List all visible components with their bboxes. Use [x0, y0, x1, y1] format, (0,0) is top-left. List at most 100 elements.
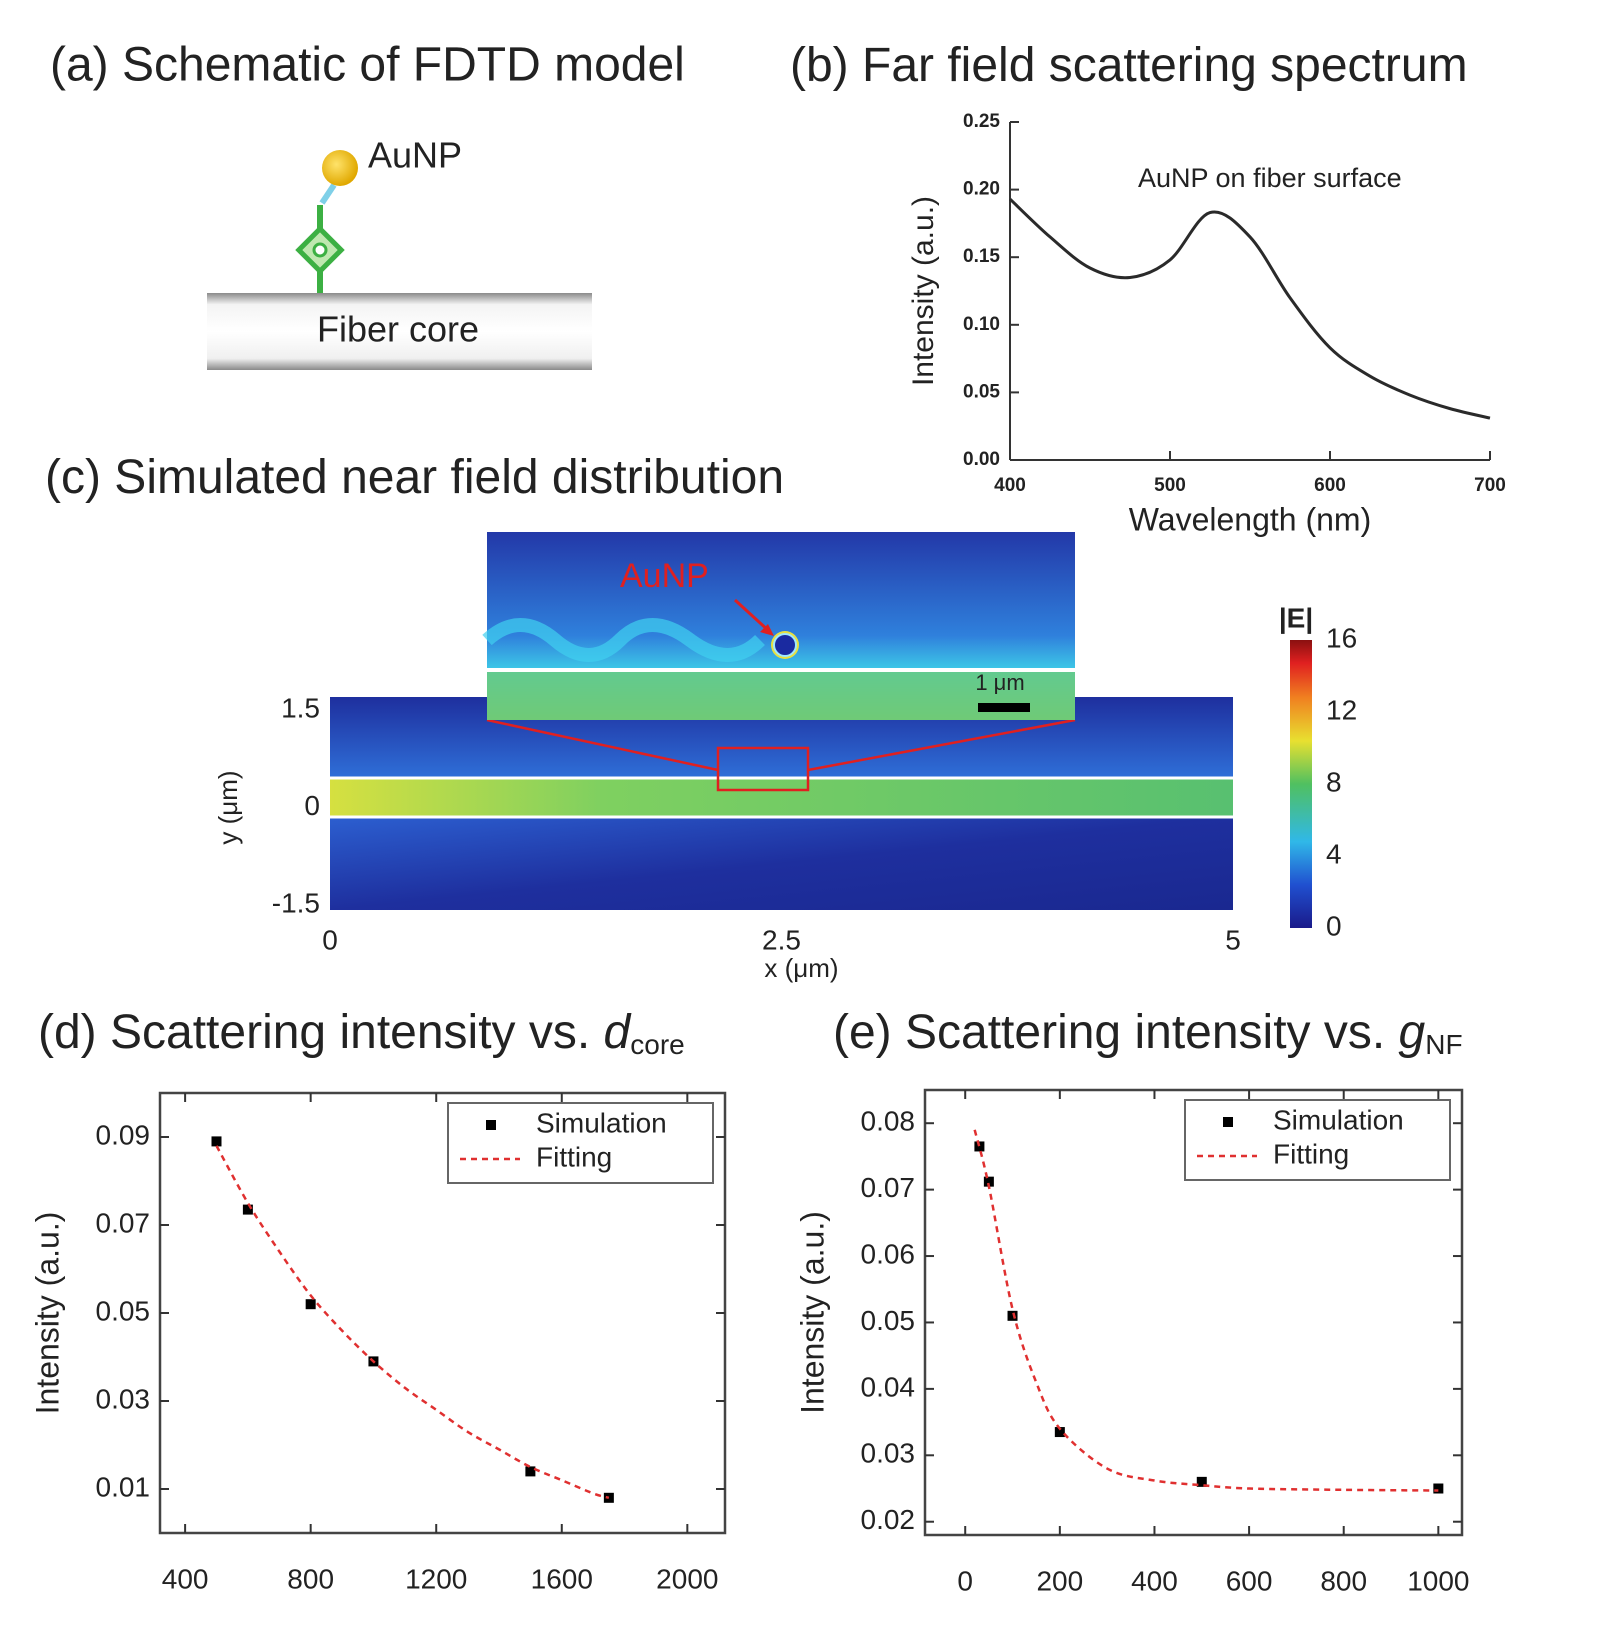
- wave: [482, 618, 765, 662]
- title-part: g: [1399, 1006, 1426, 1059]
- field-lower: [330, 817, 1233, 910]
- y-tick-label: -1.5: [272, 887, 320, 918]
- fit-line: [215, 1145, 610, 1500]
- x-tick-label: 600: [1226, 1565, 1273, 1596]
- marker: [525, 1466, 536, 1477]
- x-tick-label: 800: [287, 1563, 334, 1594]
- x-tick-label: 700: [1474, 475, 1506, 496]
- y-tick-label: 0.20: [963, 179, 1000, 200]
- panel-title: (e) Scattering intensity vs. gNF: [833, 1006, 1463, 1061]
- y-tick-label: 0.05: [96, 1295, 151, 1326]
- y-tick-label: 0.03: [861, 1438, 916, 1469]
- title-part: NF: [1425, 1029, 1462, 1060]
- link: [319, 183, 337, 205]
- legend-marker: [1223, 1117, 1233, 1127]
- title-part: d: [604, 1006, 632, 1059]
- x-tick-label: 2.5: [762, 924, 801, 955]
- colorbar-label: |E|: [1279, 602, 1313, 633]
- zoom-line: [807, 718, 1076, 772]
- x-axis-label: x (μm): [764, 953, 838, 983]
- fit-line: [973, 1129, 1439, 1492]
- legend-label: Simulation: [1273, 1104, 1404, 1135]
- title-part: (b) Far field scattering spectrum: [790, 39, 1468, 92]
- antibody-center: [312, 242, 328, 258]
- y-tick-label: 0.07: [96, 1207, 151, 1238]
- y-axis-label: Intensity (a.u.): [29, 1212, 65, 1415]
- y-tick-label: 0.04: [861, 1371, 916, 1402]
- arrow-head: [760, 624, 774, 636]
- y-tick-label: 0.07: [861, 1172, 916, 1203]
- y-tick-label: 0.06: [861, 1238, 916, 1269]
- schematic: (a) Schematic of FDTD model AuNP Fiber c…: [50, 39, 685, 370]
- y-tick-label: 0.02: [861, 1504, 916, 1535]
- marker: [983, 1176, 994, 1187]
- x-tick-label: 0: [322, 924, 338, 955]
- colorbar-tick-label: 0: [1326, 910, 1342, 941]
- marker: [1007, 1310, 1018, 1321]
- marker: [242, 1204, 253, 1215]
- panel: (d) Scattering intensity vs. dcore 400 800…: [29, 1006, 727, 1594]
- core-label: Fiber core: [317, 309, 479, 350]
- fiber-core: [207, 293, 592, 370]
- colorbar-tick-label: 8: [1326, 766, 1342, 797]
- y-tick-label: 0.09: [96, 1119, 151, 1150]
- marker: [305, 1299, 316, 1310]
- field-core: [330, 778, 1233, 817]
- x-tick-label: 2000: [656, 1563, 718, 1594]
- marker: [974, 1141, 985, 1152]
- field-image: AuNP 1 μm: [330, 532, 1312, 928]
- y-tick-label: 1.5: [281, 692, 320, 723]
- y-axis-label: Intensity (a.u.): [907, 196, 940, 386]
- panel-title: (b) Far field scattering spectrum: [790, 39, 1468, 92]
- x-tick-label: 5: [1225, 924, 1241, 955]
- particle-label: AuNP: [368, 135, 462, 176]
- x-tick-label: 400: [162, 1563, 209, 1594]
- colorbar-tick-label: 12: [1326, 694, 1357, 725]
- y-tick-label: 0.05: [861, 1305, 916, 1336]
- annotation: AuNP on fiber surface: [1138, 163, 1402, 193]
- x-tick-label: 1200: [405, 1563, 467, 1594]
- colorbar: [1290, 640, 1312, 928]
- y-tick-label: 0.15: [963, 246, 1000, 267]
- x-tick-label: 1000: [1407, 1565, 1469, 1596]
- legend-label: Fitting: [1273, 1138, 1349, 1169]
- title-part: (d) Scattering intensity vs.: [38, 1006, 604, 1059]
- legend-label: Simulation: [536, 1107, 667, 1138]
- panel: (b) Far field scattering spectrum 400 500 6…: [790, 39, 1506, 538]
- panel: (e) Scattering intensity vs. gNF 0 200 400 6…: [794, 1006, 1469, 1597]
- y-tick-label: 0: [304, 790, 320, 821]
- inset-core: [487, 672, 1075, 720]
- title-part: (e) Scattering intensity vs.: [833, 1006, 1399, 1059]
- legend-label: Fitting: [536, 1141, 612, 1172]
- y-tick-label: 0.08: [861, 1106, 916, 1137]
- x-tick-label: 500: [1154, 475, 1186, 496]
- legend-box: [1184, 1099, 1451, 1181]
- marker: [1196, 1476, 1207, 1487]
- colorbar-tick-label: 4: [1326, 838, 1342, 869]
- y-tick-label: 0.05: [963, 381, 1000, 402]
- zoom-line: [486, 718, 719, 772]
- y-tick-label: 0.10: [963, 314, 1000, 335]
- y-tick-label: 0.25: [963, 111, 1000, 132]
- arrow: [733, 598, 772, 634]
- line: [1008, 197, 1491, 420]
- scale-label: 1 μm: [975, 670, 1024, 695]
- scale-bar: [978, 703, 1030, 712]
- x-tick-label: 600: [1314, 475, 1346, 496]
- inset-label: AuNP: [620, 557, 709, 595]
- x-tick-label: 0: [957, 1565, 973, 1596]
- marker: [1054, 1427, 1065, 1438]
- marker: [1433, 1483, 1444, 1494]
- title-part: (c) Simulated near field distribution: [45, 451, 784, 504]
- panel-title: (d) Scattering intensity vs. dcore: [38, 1006, 685, 1061]
- y-tick-label: 0.03: [96, 1383, 151, 1414]
- x-tick-label: 1600: [531, 1563, 593, 1594]
- legend-box: [447, 1102, 714, 1184]
- panel-title: (c) Simulated near field distribution: [45, 451, 784, 504]
- panel: (c) Simulated near field distribution 0 2.…: [45, 451, 1357, 983]
- gold-particle: [322, 150, 358, 186]
- x-tick-label: 200: [1036, 1565, 1083, 1596]
- x-axis-label: Wavelength (nm): [1129, 501, 1371, 537]
- y-axis-label: y (μm): [213, 770, 243, 844]
